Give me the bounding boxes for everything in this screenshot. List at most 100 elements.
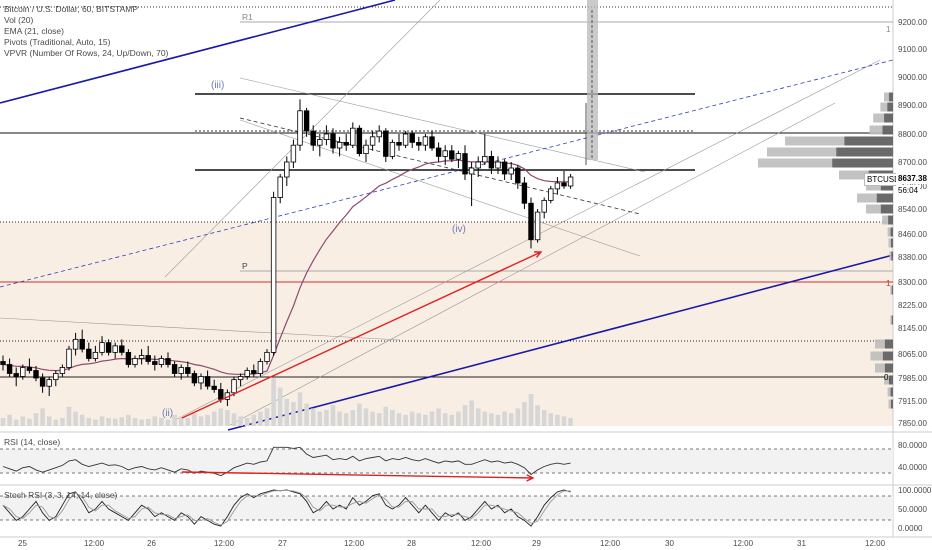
volume-bar — [330, 405, 336, 426]
profile-row — [866, 204, 893, 214]
volume-bars — [0, 378, 573, 426]
candle — [356, 127, 363, 154]
volume-bar — [152, 416, 158, 426]
volume-bar — [238, 416, 243, 426]
candle — [33, 370, 39, 379]
pivot-p-edge: 1 — [886, 279, 891, 288]
rsi-divergence-arrow — [181, 471, 534, 479]
volume-bar — [462, 405, 468, 426]
profile-row — [888, 238, 893, 248]
volume-bar — [13, 419, 19, 426]
candle — [429, 136, 435, 149]
volume-bar — [324, 410, 329, 426]
volume-bar — [99, 416, 105, 426]
profile-row — [888, 399, 893, 409]
volume-bar — [548, 413, 554, 426]
candle — [270, 197, 277, 353]
last-price-tag: 8637.38 — [896, 173, 929, 184]
candle — [152, 361, 158, 365]
price-tick: 8065.00 — [898, 350, 927, 359]
profile-row — [880, 102, 893, 112]
rsi-legend: RSI (14, close) — [4, 437, 61, 447]
stoch-d-line — [2, 489, 571, 526]
wedge-line — [239, 77, 646, 173]
profile-row-down — [890, 387, 893, 397]
volume-bar — [363, 408, 369, 426]
volume-bar — [423, 414, 428, 426]
candle — [105, 342, 112, 353]
profile-row-down — [890, 399, 893, 409]
profile-row — [890, 315, 893, 325]
time-tick: 30 — [665, 539, 674, 548]
candle — [26, 367, 33, 371]
rsi-divergence-arrow-head — [526, 474, 535, 482]
candle — [185, 367, 191, 374]
indicator-pivots: Pivots (Traditional, Auto, 15) — [4, 37, 111, 47]
profile-row — [884, 375, 893, 385]
channel-thin — [229, 102, 836, 426]
candle — [449, 150, 455, 160]
price-tick: 8460.00 — [898, 230, 927, 239]
price-tick: 7985.00 — [898, 374, 927, 383]
volume-bar — [46, 416, 52, 426]
profile-row — [869, 125, 893, 135]
time-tick: 28 — [407, 539, 416, 548]
candle — [389, 141, 396, 157]
price-tick: 9000.00 — [898, 73, 927, 82]
candle — [303, 110, 310, 132]
candle — [508, 167, 514, 175]
candle — [284, 161, 290, 178]
volume-bar — [172, 414, 177, 426]
candle — [475, 161, 481, 169]
price-tick: 7850.00 — [898, 419, 927, 428]
profile-row-down — [832, 158, 893, 168]
price-tick: 9200.00 — [898, 18, 927, 27]
price-tick: 8900.00 — [898, 101, 927, 110]
profile-row-down — [880, 204, 893, 214]
time-tick: 12:00 — [214, 539, 235, 548]
volume-bar — [442, 413, 448, 426]
indicator-vol: Vol (20) — [4, 15, 34, 25]
profile-row-down — [891, 315, 893, 325]
volume-bar — [343, 413, 349, 426]
volume-bar — [376, 413, 382, 426]
time-tick: 25 — [18, 539, 27, 548]
candle — [369, 136, 376, 146]
profile-row-down — [890, 227, 893, 237]
volume-bar — [20, 416, 26, 426]
pivot-r1-label: R1 — [242, 12, 253, 22]
volume-bar — [522, 402, 527, 426]
profile-row — [875, 339, 893, 349]
volume-bar — [79, 414, 85, 426]
legend: Bitcoin / U.S. Dollar, 60, BITSTAMP Vol … — [4, 4, 168, 59]
candle — [59, 367, 66, 374]
candle — [567, 176, 574, 187]
candle — [343, 141, 349, 146]
volume-bar — [403, 414, 408, 426]
candle — [204, 376, 211, 387]
volume-bar — [489, 413, 494, 426]
price-tick: 8225.00 — [898, 301, 927, 310]
volume-bar — [337, 411, 342, 426]
volume-bar — [225, 410, 230, 426]
countdown-tag: 56:04 — [896, 185, 921, 196]
volume-bar — [416, 413, 422, 426]
candle — [66, 348, 72, 368]
channel-bottom — [227, 254, 894, 431]
candle — [251, 370, 257, 374]
volume-bar — [251, 414, 257, 426]
volume-bar — [370, 411, 375, 426]
profile-row-down — [882, 351, 893, 361]
candle — [468, 167, 475, 175]
volume-bar — [218, 408, 224, 426]
candle — [125, 351, 132, 365]
price-tick: 7915.00 — [898, 397, 927, 406]
volume-profile — [758, 92, 893, 409]
candle — [6, 364, 13, 374]
volume-bar — [192, 413, 197, 426]
candle — [521, 182, 528, 204]
profile-row-down — [887, 102, 893, 112]
profile-row-down — [884, 113, 893, 123]
price-tick: 8380.00 — [898, 253, 927, 262]
